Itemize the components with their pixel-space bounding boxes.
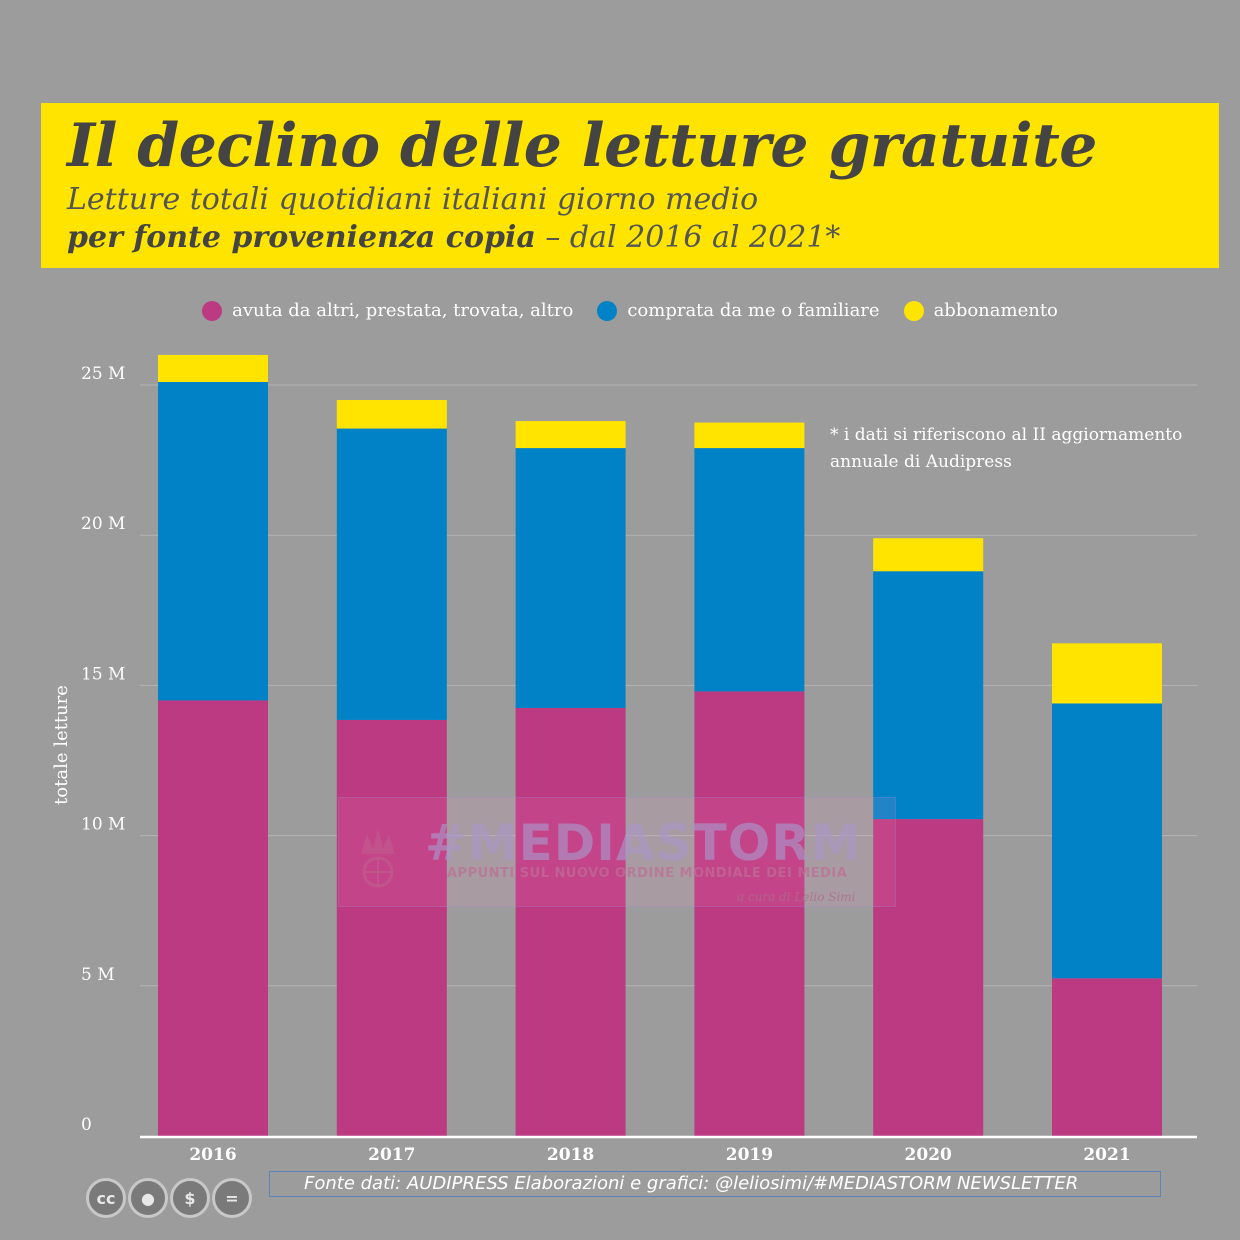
bar-segment-abbonamento-2018 bbox=[515, 421, 626, 449]
x-tick-label: 2018 bbox=[547, 1145, 594, 1165]
source-credit: Fonte dati: AUDIPRESS Elaborazioni e gra… bbox=[269, 1171, 1161, 1197]
subtitle-bold: per fonte provenienza copia bbox=[67, 220, 536, 255]
y-tick-label: 15 M bbox=[81, 664, 125, 684]
bar-segment-altri-2021 bbox=[1052, 978, 1162, 1136]
bar-segment-abbonamento-2021 bbox=[1052, 643, 1162, 704]
by-icon: ● bbox=[128, 1178, 168, 1218]
globe-emblem-icon bbox=[361, 828, 395, 888]
bar-segment-abbonamento-2020 bbox=[873, 538, 984, 572]
bar-segment-comprata-2020 bbox=[873, 571, 984, 820]
y-tick-label: 5 M bbox=[81, 965, 115, 985]
legend-item-comprata: comprata da me o familiare bbox=[597, 300, 880, 321]
legend-swatch-abbonamento bbox=[903, 300, 924, 321]
watermark: #MEDIASTORM APPUNTI SUL NUOVO ORDINE MON… bbox=[338, 797, 896, 907]
legend-swatch-altri bbox=[202, 300, 223, 321]
watermark-credit: a cura di Lelio Simi bbox=[737, 890, 856, 904]
nc-icon: $ bbox=[170, 1178, 210, 1218]
y-tick-label: 20 M bbox=[81, 514, 125, 534]
gridlines bbox=[140, 384, 1197, 987]
bar-segment-comprata-2021 bbox=[1052, 703, 1162, 979]
y-tick-label: 0 bbox=[81, 1115, 92, 1135]
chart-title: Il declino delle letture gratuite bbox=[67, 111, 1097, 181]
x-tick-label: 2021 bbox=[1083, 1145, 1130, 1165]
x-tick-label: 2019 bbox=[726, 1145, 773, 1165]
bars bbox=[158, 354, 1162, 1136]
chart-footnote: * i dati si riferiscono al II aggiorname… bbox=[830, 425, 1183, 472]
bar-segment-comprata-2017 bbox=[336, 428, 447, 720]
watermark-title: #MEDIASTORM bbox=[425, 814, 862, 872]
y-axis-label: totale letture bbox=[51, 685, 72, 805]
bar-segment-altri-2016 bbox=[158, 700, 268, 1136]
y-tick-label: 10 M bbox=[81, 815, 125, 835]
bar-segment-comprata-2018 bbox=[515, 448, 626, 708]
legend-label-comprata: comprata da me o familiare bbox=[627, 300, 880, 321]
legend-item-abbonamento: abbonamento bbox=[903, 300, 1058, 321]
bar-segment-abbonamento-2019 bbox=[694, 422, 805, 449]
legend-item-altri: avuta da altri, prestata, trovata, altro bbox=[202, 300, 573, 321]
bar-segment-abbonamento-2017 bbox=[336, 400, 447, 429]
chart-subtitle-line2: per fonte provenienza copia – dal 2016 a… bbox=[67, 219, 1193, 257]
legend-swatch-comprata bbox=[597, 300, 618, 321]
nd-icon: = bbox=[212, 1178, 252, 1218]
cc-license-badge: cc ● $ = bbox=[86, 1178, 252, 1218]
bar-segment-abbonamento-2016 bbox=[158, 354, 268, 382]
watermark-subtitle: APPUNTI SUL NUOVO ORDINE MONDIALE DEI ME… bbox=[447, 866, 848, 881]
legend-label-altri: avuta da altri, prestata, trovata, altro bbox=[232, 300, 574, 321]
bar-segment-comprata-2019 bbox=[694, 448, 805, 692]
chart-legend: avuta da altri, prestata, trovata, altro… bbox=[0, 300, 1240, 321]
bar-segment-altri-2018 bbox=[515, 707, 626, 1136]
bar-segment-altri-2019 bbox=[694, 691, 805, 1136]
chart-subtitle-line1: Letture totali quotidiani italiani giorn… bbox=[67, 182, 759, 217]
x-tick-label: 2017 bbox=[368, 1145, 415, 1165]
bar-segment-altri-2017 bbox=[336, 719, 447, 1136]
subtitle-rest: – dal 2016 al 2021* bbox=[535, 220, 841, 255]
bar-segment-comprata-2016 bbox=[158, 381, 268, 701]
axes: 0 5 M 10 M 15 M 20 M 25 M 2016 2017 2018 2019 2020… bbox=[81, 364, 1197, 1165]
y-tick-label: 25 M bbox=[81, 364, 125, 384]
cc-icon: cc bbox=[86, 1178, 126, 1218]
x-tick-label: 2020 bbox=[905, 1145, 952, 1165]
x-tick-label: 2016 bbox=[189, 1145, 236, 1165]
legend-label-abbonamento: abbonamento bbox=[933, 300, 1058, 321]
title-banner: Il declino delle letture gratuite Lettur… bbox=[41, 103, 1219, 268]
bar-segment-altri-2020 bbox=[873, 819, 984, 1136]
